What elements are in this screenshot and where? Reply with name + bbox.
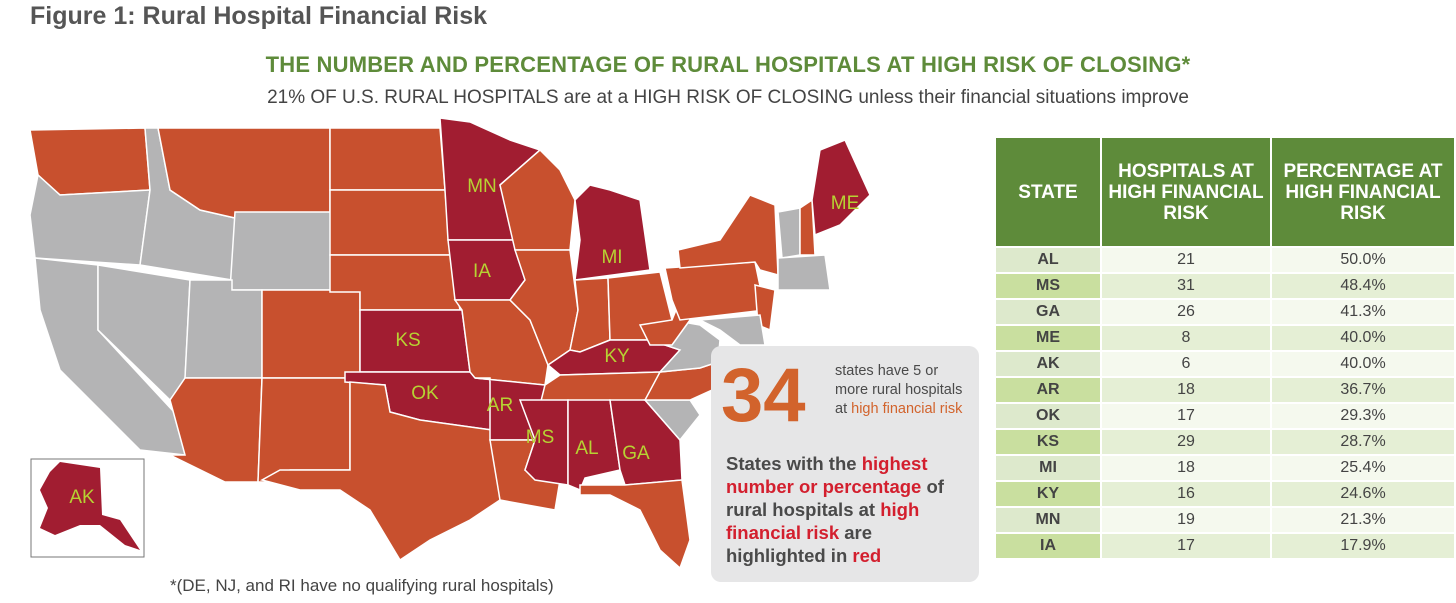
table-row: GA 26 41.3% — [996, 300, 1454, 324]
table-row: OK 17 29.3% — [996, 404, 1454, 428]
state-tx — [260, 381, 501, 562]
percentage-cell: 24.6% — [1272, 482, 1454, 506]
hospitals-cell: 18 — [1102, 378, 1270, 402]
us-map: MN IA MI ME KS KY OK AR MS AL GA AK — [29, 117, 871, 570]
state-cell: KS — [996, 430, 1100, 454]
state-vt — [777, 207, 801, 259]
state-cell: MI — [996, 456, 1100, 480]
table-row: MN 19 21.3% — [996, 508, 1454, 532]
percentage-cell: 50.0% — [1272, 248, 1454, 272]
chart-title: THE NUMBER AND PERCENTAGE OF RURAL HOSPI… — [265, 52, 1191, 77]
state-label-mn: MN — [467, 176, 497, 197]
hospitals-cell: 16 — [1102, 482, 1270, 506]
hospitals-cell: 21 — [1102, 248, 1270, 272]
percentage-cell: 48.4% — [1272, 274, 1454, 298]
state-nm — [257, 377, 351, 483]
state-label-ia: IA — [473, 261, 491, 282]
percentage-cell: 41.3% — [1272, 300, 1454, 324]
percentage-cell: 17.9% — [1272, 534, 1454, 558]
hospitals-cell: 26 — [1102, 300, 1270, 324]
hospitals-cell: 6 — [1102, 352, 1270, 376]
state-cell: AL — [996, 248, 1100, 272]
table-row: MS 31 48.4% — [996, 274, 1454, 298]
table-row: ME 8 40.0% — [996, 326, 1454, 350]
header-hospitals: HOSPITALS AT HIGH FINANCIAL RISK — [1102, 138, 1270, 246]
state-cell: GA — [996, 300, 1100, 324]
percentage-cell: 28.7% — [1272, 430, 1454, 454]
state-nd — [329, 127, 446, 191]
state-az — [169, 377, 263, 483]
hospitals-cell: 18 — [1102, 456, 1270, 480]
state-label-me: ME — [831, 193, 860, 214]
state-pa — [664, 261, 766, 321]
percentage-cell: 40.0% — [1272, 352, 1454, 376]
percentage-cell: 36.7% — [1272, 378, 1454, 402]
state-label-ok: OK — [411, 383, 439, 404]
state-cell: MN — [996, 508, 1100, 532]
state-risk-table: STATE HOSPITALS AT HIGH FINANCIAL RISK P… — [994, 136, 1456, 560]
table-row: AR 18 36.7% — [996, 378, 1454, 402]
footnote: *(DE, NJ, and RI have no qualifying rura… — [170, 576, 554, 595]
state-co — [261, 289, 361, 379]
table-row: KS 29 28.7% — [996, 430, 1454, 454]
percentage-cell: 29.3% — [1272, 404, 1454, 428]
state-label-ky: KY — [604, 346, 630, 367]
state-md — [697, 314, 766, 346]
state-ny — [677, 194, 779, 276]
callout-number-text: states have 5 or more rural hospitals at… — [835, 363, 963, 417]
state-label-ga: GA — [622, 443, 650, 464]
callout-box: 34 states have 5 or more rural hospitals… — [711, 346, 979, 582]
state-sd — [329, 189, 451, 256]
state-label-ks: KS — [395, 330, 420, 351]
state-me — [811, 139, 871, 237]
table-row: AK 6 40.0% — [996, 352, 1454, 376]
state-label-al: AL — [575, 438, 598, 459]
header-state: STATE — [996, 138, 1100, 246]
state-label-ak: AK — [69, 487, 95, 508]
percentage-cell: 40.0% — [1272, 326, 1454, 350]
state-cell: AK — [996, 352, 1100, 376]
state-mi — [574, 184, 651, 281]
state-cell: OK — [996, 404, 1100, 428]
state-ak — [40, 462, 140, 550]
state-ut — [184, 279, 263, 379]
figure-title: Figure 1: Rural Hospital Financial Risk — [30, 2, 488, 30]
hospitals-cell: 17 — [1102, 404, 1270, 428]
hospitals-cell: 19 — [1102, 508, 1270, 532]
hospitals-cell: 29 — [1102, 430, 1270, 454]
hospitals-cell: 31 — [1102, 274, 1270, 298]
percentage-cell: 21.3% — [1272, 508, 1454, 532]
state-cell: MS — [996, 274, 1100, 298]
state-wy — [229, 211, 333, 291]
percentage-cell: 25.4% — [1272, 456, 1454, 480]
state-cell: AR — [996, 378, 1100, 402]
table-row: KY 16 24.6% — [996, 482, 1454, 506]
state-fl — [579, 479, 691, 570]
table-row: MI 18 25.4% — [996, 456, 1454, 480]
state-cell: KY — [996, 482, 1100, 506]
callout-number: 34 — [721, 353, 806, 438]
table-row: IA 17 17.9% — [996, 534, 1454, 558]
state-label-ms: MS — [526, 427, 555, 448]
state-ma — [777, 254, 831, 291]
header-percentage: PERCENTAGE AT HIGH FINANCIAL RISK — [1272, 138, 1454, 246]
table-row: AL 21 50.0% — [996, 248, 1454, 272]
state-label-ar: AR — [487, 395, 513, 416]
state-cell: IA — [996, 534, 1100, 558]
hospitals-cell: 8 — [1102, 326, 1270, 350]
hospitals-cell: 17 — [1102, 534, 1270, 558]
state-label-mi: MI — [601, 247, 622, 268]
state-cell: ME — [996, 326, 1100, 350]
alaska-inset-frame — [30, 458, 145, 558]
callout-text: States with the highest number or percen… — [726, 453, 944, 566]
chart-subtitle: 21% OF U.S. RURAL HOSPITALS are at a HIG… — [267, 87, 1189, 108]
